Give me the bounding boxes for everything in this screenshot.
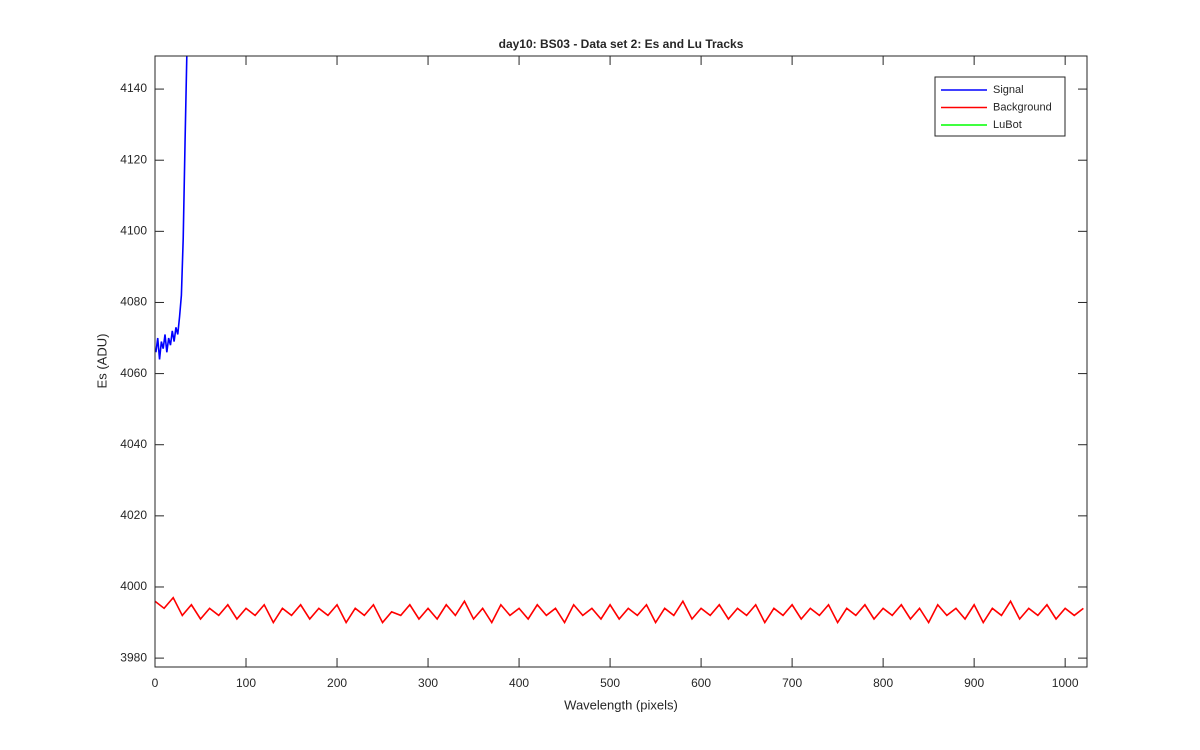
series-line <box>155 56 188 360</box>
y-tick-label: 4040 <box>120 437 147 451</box>
x-tick-label: 700 <box>782 676 802 690</box>
y-tick-label: 4000 <box>120 579 147 593</box>
x-tick-label: 200 <box>327 676 347 690</box>
y-tick-label: 4140 <box>120 81 147 95</box>
chart-title: day10: BS03 - Data set 2: Es and Lu Trac… <box>499 37 744 51</box>
x-tick-label: 800 <box>873 676 893 690</box>
legend-box <box>934 76 1066 137</box>
y-tick-label: 4100 <box>120 224 147 238</box>
y-axis-label: Es (ADU) <box>94 334 109 389</box>
x-tick-label: 600 <box>691 676 711 690</box>
y-tick-label: 3980 <box>120 650 147 664</box>
x-tick-label: 900 <box>964 676 984 690</box>
legend-label: LuBot <box>993 119 1022 131</box>
x-axis-label: Wavelength (pixels) <box>564 697 678 712</box>
legend-label: Signal <box>993 84 1024 96</box>
y-tick-label: 4060 <box>120 366 147 380</box>
x-tick-label: 100 <box>236 676 256 690</box>
series-line <box>155 596 1084 625</box>
x-tick-label: 0 <box>152 676 159 690</box>
x-tick-label: 500 <box>600 676 620 690</box>
x-tick-label: 1000 <box>1052 676 1079 690</box>
axes-box <box>154 55 1088 668</box>
legend: Signal Background LuBot <box>934 76 1066 137</box>
x-tick-label: 300 <box>418 676 438 690</box>
y-tick-label: 4020 <box>120 508 147 522</box>
lines <box>155 56 1084 625</box>
plot-area <box>155 56 1087 667</box>
y-tick-label: 4120 <box>120 152 147 166</box>
y-tick-label: 4080 <box>120 295 147 309</box>
x-tick-label: 400 <box>509 676 529 690</box>
legend-label: Background <box>993 101 1052 113</box>
